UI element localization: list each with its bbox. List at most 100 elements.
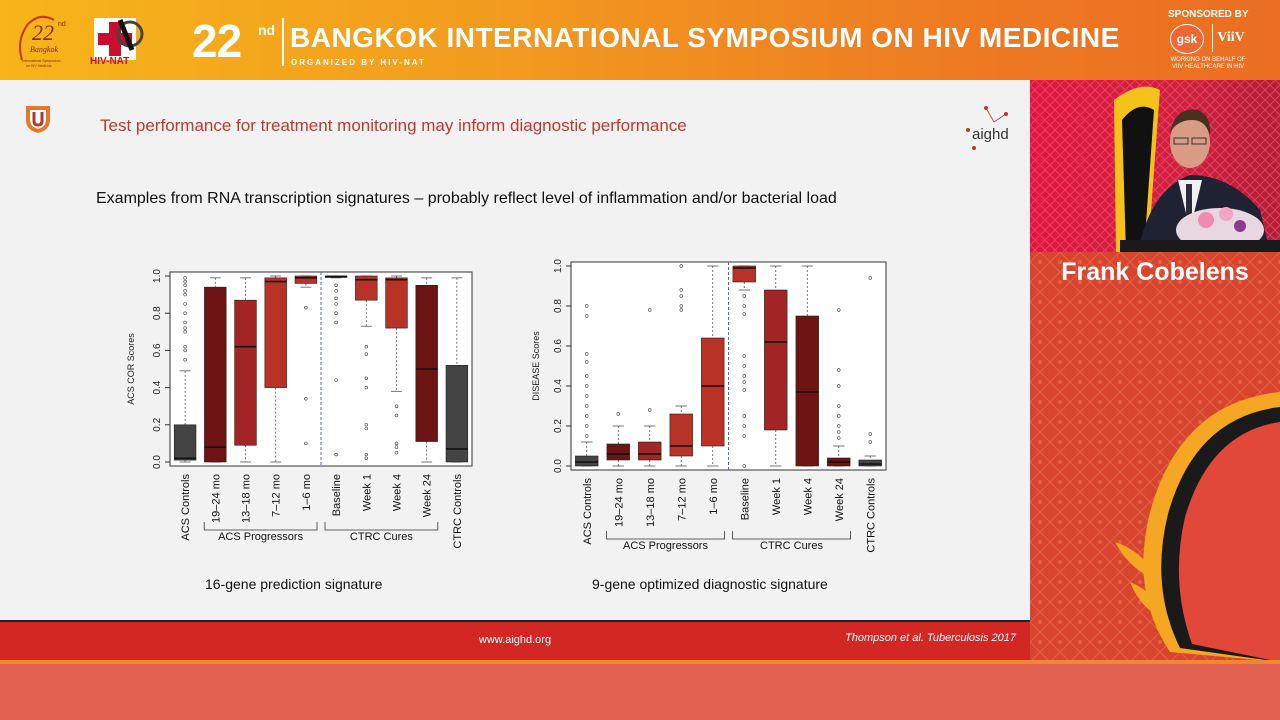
box bbox=[669, 413, 693, 457]
x-category-label: 19–24 mo bbox=[210, 474, 222, 523]
banner-divider bbox=[282, 18, 284, 66]
gsk-logo: gsk bbox=[1170, 24, 1204, 54]
outlier-point bbox=[742, 294, 746, 298]
outlier-point bbox=[837, 414, 841, 418]
x-category-label: Baseline bbox=[331, 474, 343, 516]
outlier-point bbox=[183, 357, 187, 362]
group-label: CTRC Cures bbox=[760, 540, 823, 552]
outlier-point bbox=[837, 308, 841, 312]
outlier-point bbox=[364, 344, 369, 349]
outlier-point bbox=[868, 440, 872, 444]
university-shield-icon bbox=[26, 106, 50, 133]
outlier-point bbox=[742, 374, 746, 378]
group-label: ACS Progressors bbox=[623, 540, 708, 552]
edition-suffix: nd bbox=[258, 22, 276, 38]
outlier-point bbox=[742, 304, 746, 308]
speaker-video-frame-icon bbox=[1030, 80, 1280, 252]
box bbox=[415, 284, 438, 442]
plot-frame bbox=[570, 261, 887, 471]
y-tick-label: 0.8 bbox=[152, 306, 163, 320]
x-category-label: Week 4 bbox=[802, 478, 814, 515]
outlier-point bbox=[394, 451, 399, 455]
box bbox=[385, 277, 408, 329]
group-bracket bbox=[732, 531, 851, 540]
outlier-point bbox=[183, 344, 187, 349]
banner-title: BANGKOK INTERNATIONAL SYMPOSIUM ON HIV M… bbox=[290, 22, 1120, 53]
outlier-point bbox=[585, 314, 589, 318]
box bbox=[204, 286, 227, 463]
x-category-label: Week 24 bbox=[422, 474, 434, 517]
box bbox=[294, 275, 318, 284]
box bbox=[701, 337, 725, 447]
box bbox=[795, 315, 819, 467]
box bbox=[264, 277, 287, 388]
outlier-point bbox=[742, 312, 746, 316]
x-category-label: 1–6 mo bbox=[301, 474, 313, 511]
outlier-point bbox=[679, 288, 683, 292]
aighd-logo-text: aighd bbox=[972, 126, 1009, 143]
svg-text:International Symposium: International Symposium bbox=[22, 59, 61, 63]
outlier-point bbox=[742, 380, 746, 384]
chart-caption-9-gene: 9-gene optimized diagnostic signature bbox=[592, 576, 828, 592]
outlier-point bbox=[585, 374, 589, 378]
outlier-point bbox=[183, 326, 187, 330]
outlier-point bbox=[334, 452, 338, 457]
box bbox=[638, 441, 662, 461]
x-category-label: 7–12 mo bbox=[676, 478, 688, 521]
outlier-point bbox=[585, 434, 589, 438]
y-tick-label: 0.0 bbox=[553, 459, 564, 473]
box bbox=[445, 364, 469, 463]
outlier-point bbox=[648, 408, 652, 412]
outlier-point bbox=[334, 289, 338, 293]
svg-text:nd: nd bbox=[58, 21, 66, 28]
chart-caption-16-gene: 16-gene prediction signature bbox=[205, 576, 383, 592]
x-category-label: ACS Controls bbox=[180, 474, 192, 541]
outlier-point bbox=[837, 368, 841, 372]
outlier-point bbox=[679, 264, 683, 268]
x-category-label: 13–18 mo bbox=[645, 478, 657, 527]
bottom-accent-line bbox=[0, 660, 1280, 664]
footer-url: www.aighd.org bbox=[478, 634, 552, 646]
x-category-label: Baseline bbox=[739, 478, 751, 520]
outlier-point bbox=[364, 376, 369, 381]
outlier-point bbox=[183, 279, 187, 284]
outlier-point bbox=[742, 354, 746, 358]
outlier-point bbox=[679, 308, 683, 312]
x-category-label: 1–6 mo bbox=[708, 478, 720, 515]
outlier-point bbox=[364, 423, 369, 427]
outlier-point bbox=[616, 412, 620, 416]
speaker-name: Frank Cobelens bbox=[1061, 258, 1249, 286]
outlier-point bbox=[334, 302, 338, 306]
outlier-point bbox=[304, 305, 308, 310]
svg-text:22: 22 bbox=[32, 20, 54, 45]
edition-number: 22 bbox=[192, 15, 242, 67]
outlier-point bbox=[868, 276, 872, 280]
outlier-point bbox=[837, 430, 841, 434]
outlier-point bbox=[742, 434, 746, 438]
outlier-point bbox=[394, 445, 399, 449]
box bbox=[732, 265, 756, 283]
outlier-point bbox=[837, 404, 841, 408]
x-category-label: CTRC Controls bbox=[865, 478, 877, 553]
speaker-video bbox=[1030, 80, 1280, 252]
x-category-label: CTRC Controls bbox=[452, 474, 464, 549]
y-tick-label: 0.6 bbox=[152, 343, 163, 357]
bottom-strip bbox=[0, 660, 1280, 720]
outlier-point bbox=[837, 384, 841, 388]
outlier-point bbox=[183, 311, 187, 315]
group-label: ACS Progressors bbox=[218, 531, 303, 543]
outlier-point bbox=[585, 414, 589, 418]
slide-subtitle: Examples from RNA transcription signatur… bbox=[96, 190, 837, 207]
outlier-point bbox=[364, 385, 369, 390]
slide-title: Test performance for treatment monitorin… bbox=[100, 116, 687, 135]
outlier-point bbox=[648, 308, 652, 312]
y-tick-label: 0.0 bbox=[152, 455, 163, 469]
chart-16-gene-signature: 0.0 0.2 0.4 0.6 0.8 1.0 ACS COR Scores ACS Cont… bbox=[126, 269, 473, 549]
outlier-point bbox=[585, 424, 589, 428]
outlier-point bbox=[837, 436, 841, 440]
footer-reference: Thompson et al. Tuberculosis 2017 bbox=[845, 632, 1016, 644]
x-category-label: 19–24 mo bbox=[613, 478, 625, 527]
viiv-logo: ViiV bbox=[1212, 24, 1249, 52]
outlier-point bbox=[364, 352, 369, 356]
slide-footer: www.aighd.org Thompson et al. Tuberculos… bbox=[0, 620, 1030, 662]
